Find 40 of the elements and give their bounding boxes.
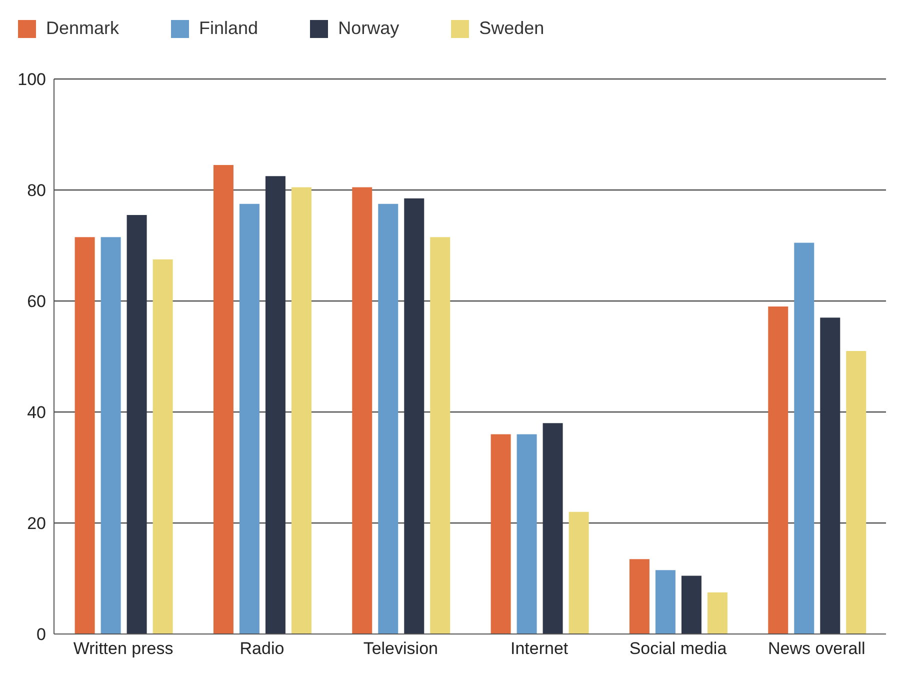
bar [707, 592, 728, 634]
bar [152, 259, 173, 634]
bar [629, 559, 650, 634]
bar [846, 350, 866, 634]
bar [378, 204, 398, 634]
bar [100, 237, 121, 634]
y-tick-label: 40 [27, 403, 46, 422]
bar [542, 423, 563, 634]
bar [794, 242, 814, 634]
bar [239, 204, 260, 634]
legend-label: Sweden [479, 18, 544, 38]
bar [681, 576, 702, 634]
x-tick-label: Internet [510, 639, 568, 658]
y-tick-label: 100 [18, 70, 46, 90]
legend-label: Denmark [46, 18, 120, 38]
y-tick-label: 0 [36, 625, 46, 644]
bar [74, 237, 95, 634]
bar [213, 165, 234, 634]
bar [404, 198, 424, 634]
bar [568, 512, 589, 634]
y-tick-label: 20 [27, 514, 46, 534]
x-tick-label: Written press [73, 639, 174, 658]
bar [516, 434, 537, 634]
bar [265, 176, 286, 634]
x-tick-label: Radio [240, 639, 284, 658]
x-tick-label: Social media [629, 639, 728, 658]
y-tick-label: 80 [27, 181, 46, 200]
bar [655, 570, 676, 634]
bar [430, 237, 450, 634]
bar [820, 318, 840, 634]
bar [490, 434, 511, 634]
bar [352, 187, 372, 634]
bar [126, 214, 147, 634]
x-tick-label: Television [363, 639, 438, 658]
legend-label: Norway [338, 18, 400, 38]
x-tick-label: News overall [768, 639, 866, 658]
legend-label: Finland [199, 18, 258, 38]
bar [291, 187, 312, 634]
bar [768, 306, 788, 634]
y-tick-label: 60 [27, 292, 46, 312]
